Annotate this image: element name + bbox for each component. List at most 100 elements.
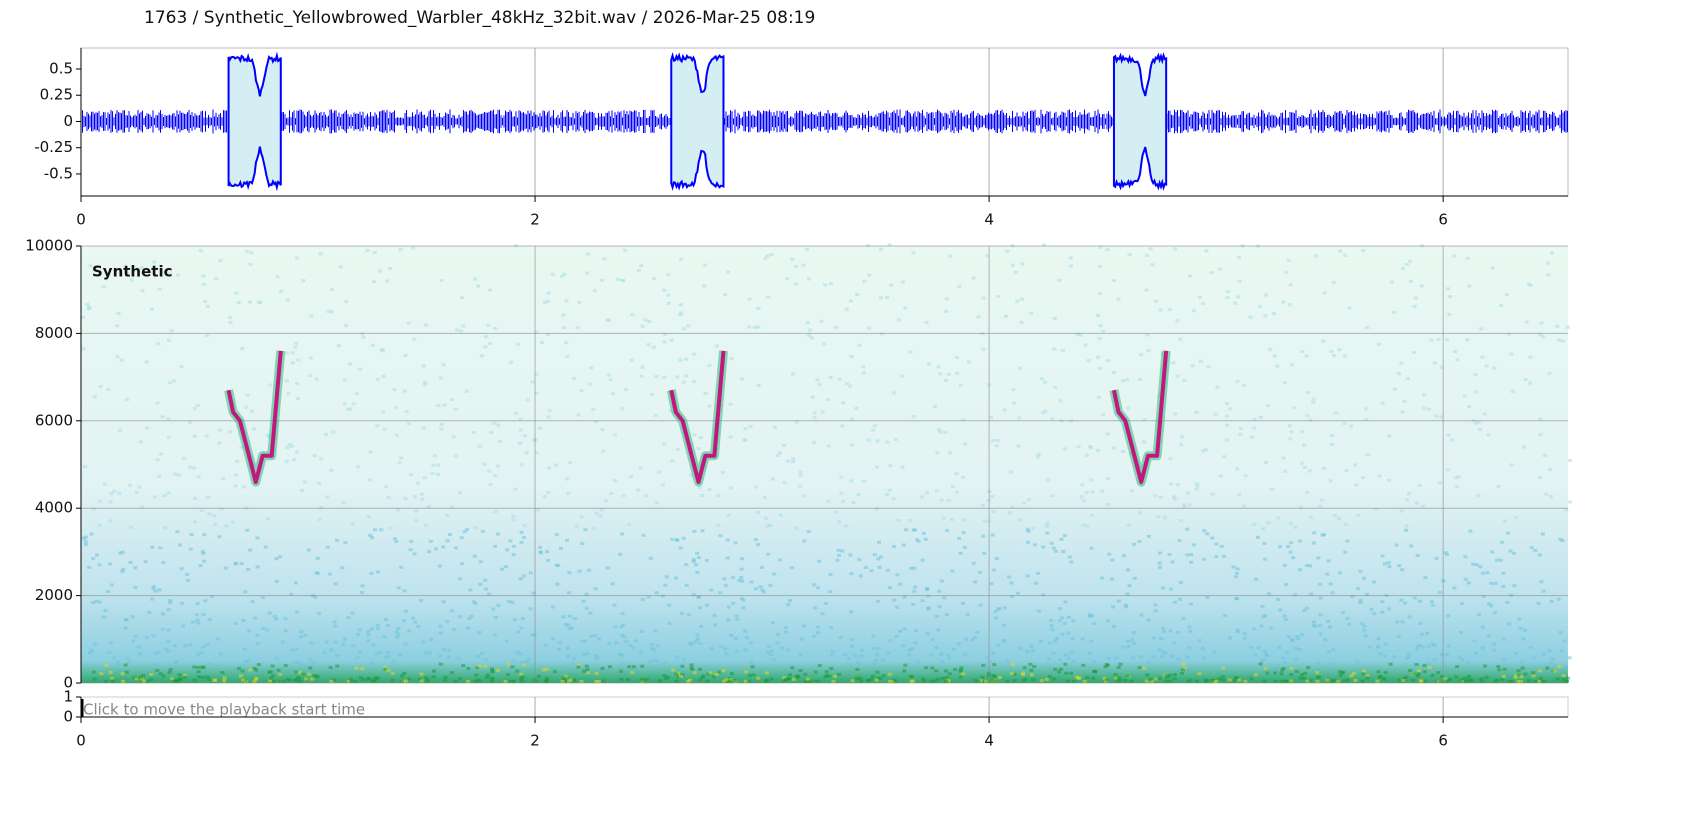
- noise-cell: [1050, 628, 1055, 632]
- noise-cell: [1224, 414, 1229, 418]
- noise-cell: [1362, 669, 1367, 673]
- noise-cell: [1145, 333, 1150, 337]
- noise-cell: [346, 616, 351, 620]
- noise-cell: [372, 251, 377, 255]
- noise-cell: [1288, 283, 1293, 287]
- noise-cell: [976, 679, 981, 683]
- noise-cell: [258, 301, 263, 305]
- noise-cell: [881, 674, 886, 678]
- noise-cell: [360, 584, 365, 588]
- noise-cell: [935, 677, 940, 681]
- noise-cell: [278, 289, 283, 293]
- noise-cell: [1234, 676, 1239, 680]
- noise-cell: [314, 674, 319, 678]
- noise-cell: [1561, 678, 1566, 682]
- noise-cell: [1241, 504, 1246, 508]
- noise-cell: [125, 657, 130, 661]
- noise-cell: [705, 679, 710, 683]
- noise-cell: [290, 361, 295, 365]
- noise-cell: [1153, 609, 1158, 613]
- noise-cell: [1161, 626, 1166, 630]
- noise-cell: [511, 679, 516, 683]
- noise-cell: [1467, 284, 1472, 288]
- noise-cell: [876, 599, 881, 603]
- noise-cell: [493, 474, 498, 478]
- noise-cell: [182, 456, 187, 460]
- noise-cell: [681, 536, 686, 540]
- noise-cell: [1068, 256, 1073, 260]
- noise-cell: [925, 632, 930, 636]
- noise-cell: [1132, 542, 1137, 546]
- noise-cell: [1448, 295, 1453, 299]
- noise-cell: [859, 679, 864, 683]
- noise-cell: [992, 663, 997, 667]
- noise-cell: [756, 676, 761, 680]
- noise-cell: [806, 530, 811, 534]
- noise-cell: [1303, 671, 1308, 675]
- noise-cell: [1371, 580, 1376, 584]
- noise-cell: [587, 568, 592, 572]
- noise-cell: [306, 548, 311, 552]
- noise-cell: [246, 568, 251, 572]
- noise-cell: [1365, 676, 1370, 680]
- noise-cell: [124, 670, 129, 674]
- noise-cell: [673, 576, 678, 580]
- noise-cell: [1105, 248, 1110, 252]
- noise-cell: [811, 634, 816, 638]
- noise-cell: [866, 438, 871, 442]
- noise-cell: [543, 643, 548, 647]
- noise-cell: [828, 375, 833, 379]
- noise-cell: [849, 417, 854, 421]
- noise-cell: [1153, 603, 1158, 607]
- noise-cell: [1555, 324, 1560, 328]
- x-tick-label: 4: [984, 732, 994, 750]
- noise-cell: [152, 260, 157, 264]
- noise-cell: [1313, 254, 1318, 258]
- noise-cell: [527, 657, 532, 661]
- noise-cell: [1400, 620, 1405, 624]
- noise-cell: [993, 679, 998, 683]
- noise-cell: [427, 550, 432, 554]
- noise-cell: [703, 263, 708, 267]
- noise-cell: [1480, 571, 1485, 575]
- noise-cell: [964, 637, 969, 641]
- noise-cell: [1054, 636, 1059, 640]
- noise-cell: [1217, 267, 1222, 271]
- noise-cell: [1306, 391, 1311, 395]
- noise-cell: [127, 660, 132, 664]
- noise-cell: [1399, 361, 1404, 365]
- noise-cell: [386, 655, 391, 659]
- noise-cell: [490, 667, 495, 671]
- noise-cell: [1546, 273, 1551, 277]
- noise-cell: [283, 664, 288, 668]
- noise-cell: [361, 335, 366, 339]
- noise-cell: [495, 532, 500, 536]
- noise-cell: [87, 565, 92, 569]
- noise-cell: [1409, 544, 1414, 548]
- noise-cell: [1491, 642, 1496, 646]
- noise-cell: [1340, 671, 1345, 675]
- noise-cell: [94, 599, 99, 603]
- noise-cell: [248, 668, 253, 672]
- noise-cell: [565, 354, 570, 358]
- noise-cell: [798, 473, 803, 477]
- noise-cell: [891, 497, 896, 501]
- noise-cell: [153, 652, 158, 656]
- noise-cell: [293, 679, 298, 683]
- noise-cell: [299, 630, 304, 634]
- noise-cell: [1293, 657, 1298, 661]
- noise-cell: [698, 667, 703, 671]
- noise-cell: [765, 650, 770, 654]
- noise-cell: [629, 474, 634, 478]
- playback-hint[interactable]: Click to move the playback start time: [83, 701, 365, 719]
- noise-cell: [1365, 453, 1370, 457]
- noise-cell: [1287, 424, 1292, 428]
- noise-cell: [566, 491, 571, 495]
- noise-cell: [686, 679, 691, 683]
- noise-cell: [797, 484, 802, 488]
- noise-cell: [317, 518, 322, 522]
- noise-cell: [1137, 665, 1142, 669]
- noise-cell: [1126, 406, 1131, 410]
- noise-cell: [1127, 253, 1132, 257]
- noise-cell: [830, 653, 835, 657]
